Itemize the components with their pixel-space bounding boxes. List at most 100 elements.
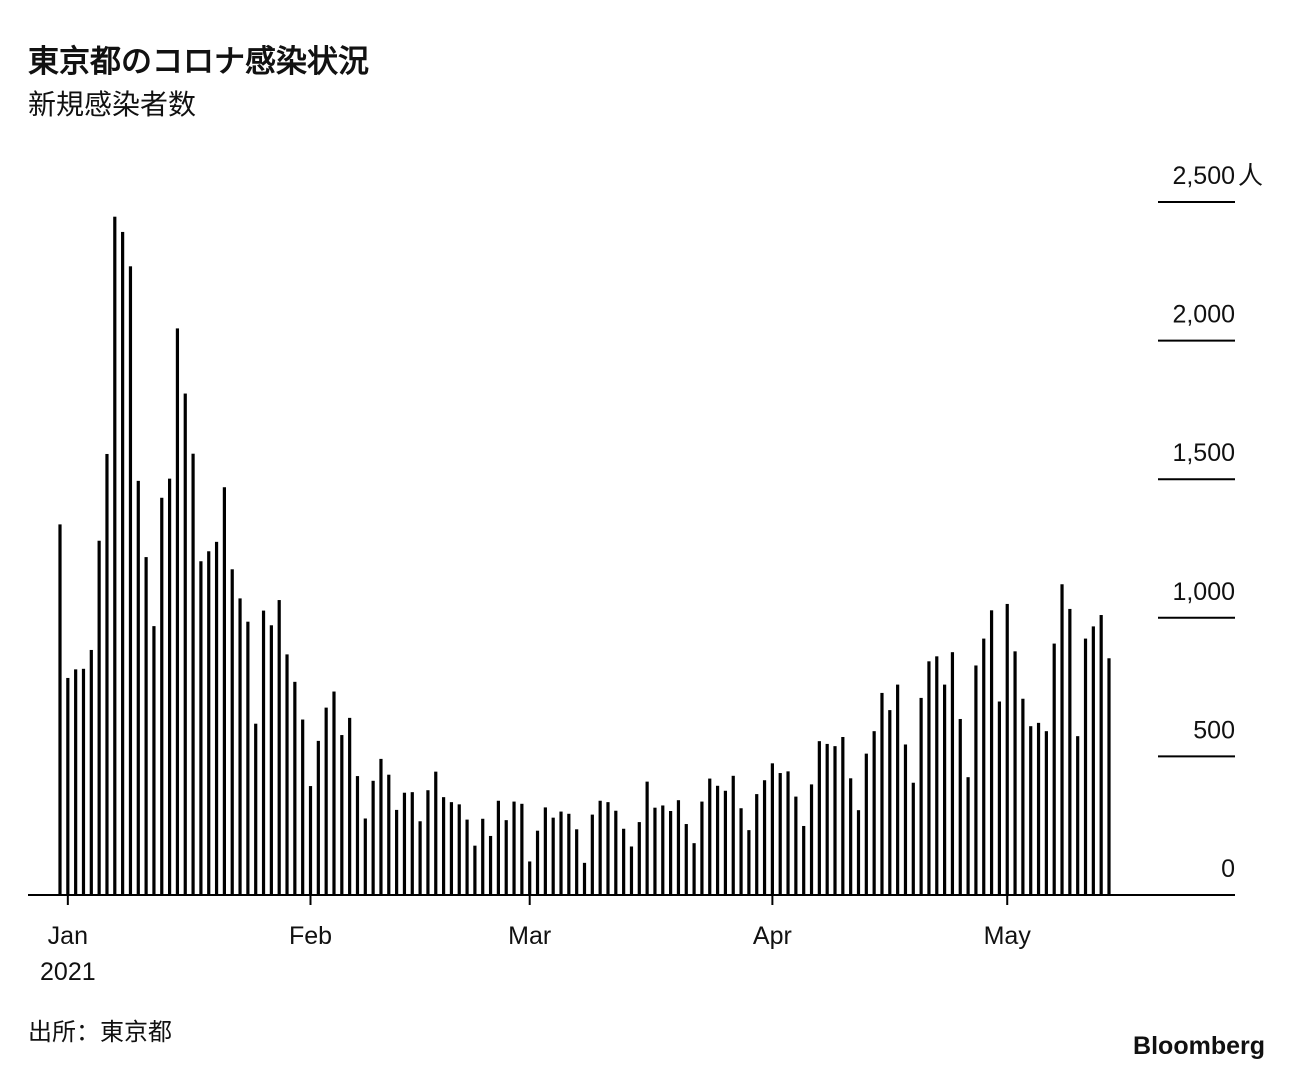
bar xyxy=(927,661,931,895)
bar xyxy=(1068,608,1072,895)
bar xyxy=(700,801,704,895)
bar xyxy=(449,802,454,895)
bar xyxy=(426,790,430,895)
x-tick-label: Feb xyxy=(289,922,332,950)
bar xyxy=(1029,726,1033,895)
bar xyxy=(324,707,328,895)
bar xyxy=(794,796,798,895)
bar xyxy=(559,811,563,895)
bar xyxy=(1052,643,1056,895)
bar xyxy=(301,719,305,895)
bar xyxy=(340,735,344,895)
bar xyxy=(645,781,649,895)
bar xyxy=(528,861,532,895)
bar xyxy=(418,821,422,895)
bar xyxy=(1060,584,1064,895)
bar xyxy=(74,669,78,895)
bar xyxy=(684,824,688,895)
bar xyxy=(410,792,414,895)
bar xyxy=(911,782,915,895)
bar xyxy=(778,773,782,895)
bar xyxy=(160,497,164,895)
bar xyxy=(637,822,641,895)
bar xyxy=(1005,603,1009,895)
bar xyxy=(520,803,524,895)
bar xyxy=(543,807,547,895)
bar xyxy=(943,684,947,895)
bar xyxy=(989,610,994,895)
bar xyxy=(371,780,375,895)
bar xyxy=(614,810,618,895)
bar xyxy=(504,820,508,895)
bar xyxy=(849,778,853,895)
bar xyxy=(348,717,352,895)
bar xyxy=(332,691,336,895)
bar xyxy=(81,668,86,895)
bar xyxy=(1083,638,1088,895)
bar xyxy=(457,804,461,895)
y-tick-label: 2,000 xyxy=(1172,301,1235,329)
source: 出所：東京都 xyxy=(28,1019,172,1046)
x-tick-label: Mar xyxy=(508,922,551,950)
bar xyxy=(582,862,587,895)
bar xyxy=(872,731,876,895)
y-tick-label: 1,500 xyxy=(1172,439,1235,467)
bar xyxy=(974,665,978,895)
bar xyxy=(856,810,861,895)
bar xyxy=(762,780,767,895)
bar xyxy=(982,638,986,895)
bar xyxy=(1107,658,1111,895)
bar xyxy=(308,786,313,895)
bar xyxy=(261,610,266,895)
bar xyxy=(144,557,148,895)
bar xyxy=(379,758,383,895)
bar xyxy=(222,487,226,895)
bar xyxy=(802,825,806,895)
y-tick-label: 0 xyxy=(1221,855,1235,883)
bar xyxy=(167,478,172,895)
bar xyxy=(175,328,180,895)
bar xyxy=(958,718,962,895)
bar xyxy=(575,829,579,895)
bar xyxy=(1013,651,1017,895)
bar xyxy=(817,741,821,895)
bar xyxy=(465,819,469,895)
bar xyxy=(395,809,399,895)
bar xyxy=(692,843,696,895)
bar xyxy=(997,701,1002,895)
bar xyxy=(355,776,360,895)
y-tick-label: 500 xyxy=(1193,716,1235,744)
bar xyxy=(1036,722,1041,895)
bar xyxy=(770,763,774,895)
bar xyxy=(191,453,195,895)
bar xyxy=(723,790,728,895)
bar xyxy=(246,621,250,895)
bar xyxy=(1044,731,1048,895)
x-tick-label: May xyxy=(984,922,1032,950)
bar xyxy=(1021,698,1025,895)
bar xyxy=(676,800,681,895)
bar xyxy=(481,818,485,895)
bar xyxy=(567,813,571,895)
bar xyxy=(66,677,70,895)
bar xyxy=(1099,615,1103,895)
bar xyxy=(903,744,908,895)
bar xyxy=(708,778,712,895)
x-tick-label: Jan xyxy=(48,922,88,950)
bar xyxy=(214,541,219,895)
bar xyxy=(535,830,540,895)
bar xyxy=(128,266,133,895)
bar xyxy=(629,846,634,895)
bar xyxy=(715,785,720,895)
bar xyxy=(285,654,289,895)
bar xyxy=(731,775,735,895)
y-unit: 人 xyxy=(1238,162,1263,190)
brand: Bloomberg xyxy=(1133,1032,1265,1060)
bar xyxy=(254,723,258,895)
bar xyxy=(739,808,743,895)
bar xyxy=(113,216,117,896)
bar xyxy=(606,802,610,895)
bar xyxy=(387,774,391,895)
x-tick-label: Apr xyxy=(753,922,792,950)
bar xyxy=(512,801,516,895)
